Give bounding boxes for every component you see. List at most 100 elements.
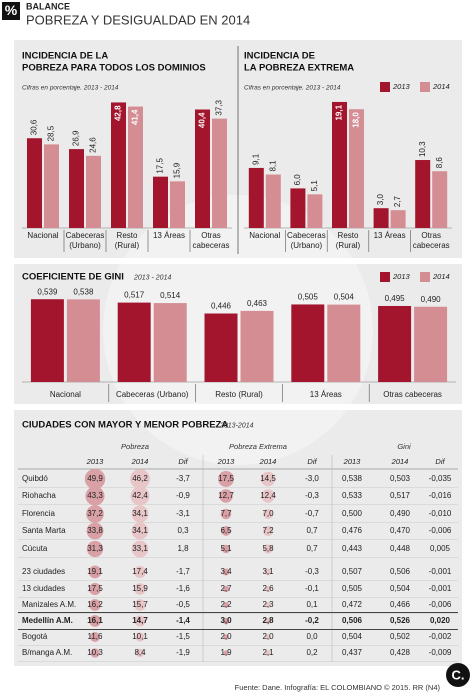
cell: 10,1 bbox=[132, 632, 148, 641]
group-header: Pobreza bbox=[121, 442, 149, 451]
category-label: Otras bbox=[421, 231, 441, 240]
cell: 43,3 bbox=[87, 491, 103, 500]
category-label: 13 Áreas bbox=[374, 231, 406, 240]
bubble bbox=[264, 568, 272, 576]
city: Riohacha bbox=[22, 491, 56, 500]
cell: 0,428 bbox=[390, 648, 411, 657]
cell: -0,3 bbox=[305, 491, 319, 500]
bubble bbox=[261, 489, 275, 503]
legend-label: 2014 bbox=[432, 82, 450, 91]
bubble bbox=[221, 544, 231, 554]
cell: 2,6 bbox=[262, 584, 274, 593]
cell: 0,472 bbox=[342, 600, 363, 609]
cell: 17,5 bbox=[87, 584, 103, 593]
chart-subtitle: 2013 - 2014 bbox=[133, 274, 171, 281]
bubble bbox=[264, 617, 272, 625]
cell: 0,466 bbox=[390, 600, 411, 609]
value-label: 40,4 bbox=[198, 112, 207, 128]
bubble bbox=[86, 522, 104, 540]
cell: 0,507 bbox=[342, 567, 363, 576]
city: Florencia bbox=[22, 509, 55, 518]
category-label: Cabeceras bbox=[287, 231, 326, 240]
cell: 2,0 bbox=[220, 632, 232, 641]
cell: 15,9 bbox=[132, 584, 148, 593]
value-label: 0,490 bbox=[421, 295, 442, 304]
cell: 0,500 bbox=[342, 509, 363, 518]
chart-title: POBREZA PARA TODOS LOS DOMINIOS bbox=[22, 63, 206, 74]
section: BALANCE bbox=[26, 1, 70, 11]
category-label: (Rural) bbox=[115, 241, 140, 250]
cell: 12,4 bbox=[260, 491, 276, 500]
bubble bbox=[262, 508, 274, 520]
chart-title: INCIDENCIA DE LA bbox=[22, 51, 108, 62]
category-label: Cabeceras (Urbano) bbox=[116, 390, 189, 399]
page-title: POBREZA Y DESIGUALDAD EN 2014 bbox=[26, 12, 250, 27]
cell: 0,476 bbox=[342, 526, 363, 535]
cell: -3,0 bbox=[305, 474, 319, 483]
cell: 31,3 bbox=[87, 544, 103, 553]
bar bbox=[290, 188, 306, 228]
logo-badge bbox=[446, 663, 470, 687]
cell: -0,006 bbox=[429, 526, 452, 535]
bar bbox=[390, 210, 406, 228]
bubble bbox=[223, 634, 229, 640]
icon-box bbox=[2, 2, 20, 20]
bubble bbox=[88, 582, 102, 596]
city: Medellín A.M. bbox=[22, 616, 73, 625]
bar bbox=[212, 118, 227, 228]
bubble bbox=[135, 648, 145, 658]
bar bbox=[378, 305, 412, 382]
cell: 46,2 bbox=[132, 474, 148, 483]
cell: -0,3 bbox=[305, 567, 319, 576]
legend-label: 2014 bbox=[432, 272, 450, 281]
column-header: 2014 bbox=[391, 457, 409, 466]
bubble bbox=[220, 508, 232, 520]
cell: 8,4 bbox=[134, 648, 146, 657]
value-label: 17,5 bbox=[156, 158, 165, 174]
category-label: (Urbano) bbox=[291, 241, 323, 250]
logo: C. bbox=[452, 667, 465, 682]
city: Quibdó bbox=[22, 474, 48, 483]
cell: 0,2 bbox=[306, 648, 318, 657]
cell: 0,503 bbox=[390, 474, 411, 483]
value-label: 0,463 bbox=[247, 299, 268, 308]
value-label: 42,8 bbox=[114, 105, 123, 121]
cell: -0,7 bbox=[305, 509, 319, 518]
value-label: 37,3 bbox=[215, 99, 224, 115]
category-label: Resto (Rural) bbox=[215, 390, 263, 399]
source: Fuente: Dane. Infografía: EL COLOMBIANO … bbox=[235, 683, 441, 692]
cell: -0,035 bbox=[429, 474, 452, 483]
cell: 0,505 bbox=[342, 584, 363, 593]
cell: -0,010 bbox=[429, 509, 452, 518]
bubble bbox=[221, 526, 231, 536]
cell: 2,1 bbox=[262, 648, 274, 657]
bubble bbox=[89, 599, 101, 611]
cell: 33,1 bbox=[132, 544, 148, 553]
bubble bbox=[86, 540, 104, 558]
chart-subtitle: Cifras en porcentaje. 2013 - 2014 bbox=[244, 85, 341, 92]
value-label: 0,539 bbox=[37, 287, 58, 296]
category-label: Cabeceras bbox=[66, 231, 105, 240]
city: 13 ciudades bbox=[22, 584, 65, 593]
bubble bbox=[130, 469, 150, 489]
city: 23 ciudades bbox=[22, 567, 65, 576]
bubble bbox=[222, 617, 230, 625]
value-label: 6,0 bbox=[293, 174, 302, 186]
category-label: cabeceras bbox=[413, 241, 450, 250]
value-label: 19,1 bbox=[335, 104, 344, 120]
column-header: Dif bbox=[435, 457, 445, 466]
cell: 0,1 bbox=[306, 600, 318, 609]
value-label: 15,9 bbox=[173, 162, 182, 178]
bar bbox=[332, 101, 347, 228]
city: Cúcuta bbox=[22, 544, 48, 553]
bubble bbox=[88, 565, 102, 579]
divider bbox=[14, 258, 462, 264]
bubble bbox=[260, 471, 276, 487]
cell: 0,506 bbox=[390, 567, 411, 576]
bubble bbox=[85, 486, 105, 506]
table-title: CIUDADES CON MAYOR Y MENOR POBREZA bbox=[22, 420, 228, 431]
bubble bbox=[131, 540, 149, 558]
value-label: 8,1 bbox=[268, 160, 277, 172]
legend-swatch bbox=[420, 82, 430, 92]
category-label: 13 Áreas bbox=[153, 231, 185, 240]
